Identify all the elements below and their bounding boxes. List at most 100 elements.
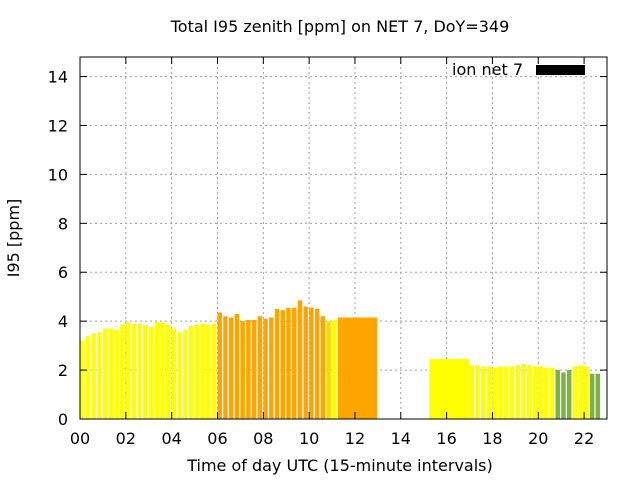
x-tick-label-0: 00	[70, 429, 90, 448]
bar-65	[572, 366, 578, 419]
x-tick-label-4: 08	[253, 429, 273, 448]
bar-15	[165, 324, 171, 419]
x-tick-label-7: 14	[391, 429, 411, 448]
bar-64	[566, 370, 572, 419]
bar-52	[498, 366, 503, 419]
bar-28	[240, 321, 245, 419]
bar-17	[177, 332, 182, 419]
bar-56	[521, 363, 526, 419]
bar-19	[188, 326, 194, 419]
bar-38	[297, 300, 303, 419]
y-tick-label-5: 10	[48, 165, 68, 184]
x-tick-label-10: 20	[528, 429, 548, 448]
bar-7	[120, 324, 125, 419]
x-tick-label-1: 02	[116, 429, 136, 448]
bar-36	[286, 307, 291, 419]
legend-swatch	[536, 65, 585, 75]
bar-37	[291, 307, 297, 419]
bar-63	[561, 372, 566, 419]
x-tick-label-8: 16	[436, 429, 456, 448]
bar-35	[280, 310, 286, 419]
bar-61	[549, 367, 555, 419]
bar-13	[154, 322, 159, 419]
x-tick-label-3: 06	[207, 429, 227, 448]
bar-66	[578, 365, 583, 419]
legend-label: ion net 7	[452, 60, 523, 79]
plot-frame	[79, 56, 608, 420]
bar-27	[234, 313, 240, 419]
bar-8	[125, 322, 131, 419]
bar-2	[91, 333, 96, 419]
bar-4	[102, 328, 108, 419]
y-tick-label-6: 12	[48, 116, 68, 135]
bar-33	[269, 317, 274, 419]
bar-54	[509, 366, 515, 419]
bar-31	[257, 316, 263, 419]
bar-3	[97, 332, 102, 419]
bar-6	[114, 329, 119, 419]
x-tick-label-6: 12	[345, 429, 365, 448]
bar-10	[137, 323, 142, 419]
bar-21	[200, 323, 205, 419]
bar-5	[108, 328, 114, 419]
bar-0	[80, 340, 85, 419]
y-tick-label-1: 2	[58, 361, 68, 380]
bar-41	[314, 308, 320, 419]
x-tick-label-9: 18	[482, 429, 502, 448]
bar-55	[515, 365, 520, 419]
y-tick-label-4: 8	[58, 214, 68, 233]
x-tick-label-2: 04	[161, 429, 181, 448]
bar-47	[469, 365, 475, 419]
y-tick-label-7: 14	[48, 68, 68, 87]
bar-68	[589, 373, 595, 419]
chart-title: Total I95 zenith [ppm] on NET 7, DoY=349	[170, 17, 510, 36]
bar-12	[148, 327, 154, 419]
bar-49	[480, 366, 486, 419]
bar-1	[85, 335, 91, 419]
bar-30	[251, 319, 257, 419]
bar-60	[543, 367, 549, 419]
bar-18	[183, 329, 188, 419]
x-tick-label-11: 22	[574, 429, 594, 448]
bar-9	[131, 323, 137, 419]
bar-46	[429, 359, 469, 419]
bar-67	[584, 366, 589, 419]
bar-23	[211, 323, 217, 419]
bar-16	[171, 328, 177, 419]
bar-53	[503, 366, 509, 419]
bar-11	[143, 324, 148, 419]
bar-40	[309, 307, 314, 419]
bar-34	[274, 308, 280, 419]
grid-lines	[80, 57, 607, 419]
bar-62	[555, 370, 560, 419]
bar-14	[160, 322, 165, 419]
bar-45	[337, 317, 378, 419]
bar-69	[595, 373, 601, 419]
y-tick-label-0: 0	[58, 410, 68, 429]
bar-32	[263, 318, 268, 419]
bar-20	[194, 324, 200, 419]
bar-43	[326, 321, 331, 419]
bar-39	[303, 306, 308, 419]
bar-26	[228, 317, 234, 419]
bar-58	[532, 366, 538, 419]
bars	[80, 300, 601, 419]
legend: ion net 7	[452, 60, 585, 79]
x-axis-label: Time of day UTC (15-minute intervals)	[186, 456, 493, 475]
bar-57	[526, 365, 532, 419]
bar-51	[492, 367, 497, 419]
bar-44	[332, 319, 337, 419]
bar-42	[320, 316, 326, 419]
y-tick-label-2: 4	[58, 312, 68, 331]
bar-48	[475, 365, 480, 419]
bar-29	[246, 319, 251, 419]
bar-25	[223, 316, 228, 419]
y-axis-label: I95 [ppm]	[4, 199, 23, 278]
x-tick-label-5: 10	[299, 429, 319, 448]
y-tick-label-3: 6	[58, 263, 68, 282]
bar-50	[486, 366, 492, 419]
bar-24	[217, 312, 223, 419]
bar-59	[538, 366, 543, 419]
